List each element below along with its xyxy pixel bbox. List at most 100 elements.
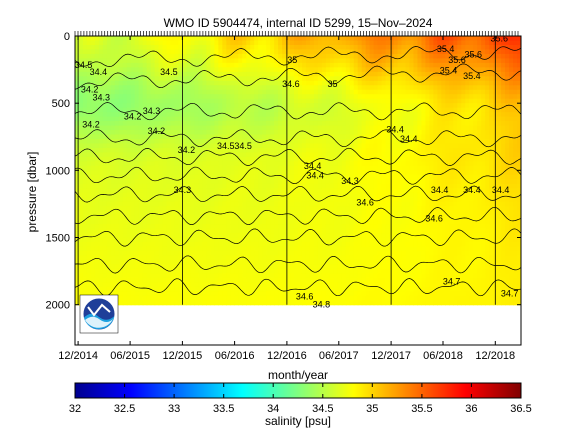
salinity-cell [186,134,192,140]
salinity-cell [345,295,351,301]
salinity-cell [206,62,211,68]
salinity-cell [75,242,80,248]
salinity-cell [174,237,180,243]
salinity-cell [325,152,331,158]
salinity-cell [78,53,84,59]
salinity-cell [110,40,116,46]
salinity-cell [102,49,108,55]
salinity-cell [202,94,208,100]
salinity-cell [198,237,204,243]
salinity-cell [373,228,379,234]
salinity-cell [385,300,391,306]
salinity-cell [166,76,172,82]
salinity-cell [94,125,100,131]
salinity-cell [309,49,315,55]
salinity-cell [75,259,80,265]
salinity-cell [349,264,355,270]
salinity-cell [377,224,383,230]
salinity-cell [369,170,375,176]
salinity-cell [337,264,343,270]
salinity-cell [122,215,128,221]
salinity-cell [329,237,335,243]
salinity-cell [290,143,295,149]
salinity-cell [174,130,180,136]
salinity-cell [222,237,227,243]
salinity-cell [146,156,152,162]
salinity-cell [290,264,295,270]
salinity-cell [238,152,243,158]
salinity-cell [90,116,96,122]
salinity-cell [258,268,263,274]
salinity-cell [214,152,219,158]
salinity-cell [174,250,180,257]
salinity-cell [250,183,255,189]
salinity-cell [393,197,399,203]
salinity-cell [238,215,243,221]
salinity-cell [309,67,315,73]
salinity-cell [377,40,383,46]
salinity-cell [305,300,311,306]
salinity-cell [186,156,192,162]
salinity-cell [317,228,323,234]
salinity-cell [106,58,112,64]
salinity-cell [178,242,184,248]
salinity-cell [345,300,351,306]
salinity-cell [369,250,375,257]
salinity-cell [210,179,215,185]
salinity-cell [114,250,120,257]
salinity-cell [242,147,247,154]
salinity-cell [258,224,263,230]
salinity-cell [250,121,255,127]
salinity-cell [178,40,184,46]
salinity-cell [162,89,168,95]
salinity-cell [341,89,347,95]
salinity-cell [341,143,347,149]
salinity-cell [298,174,303,180]
salinity-cell [333,233,339,239]
salinity-cell [345,134,351,140]
salinity-cell [357,44,363,51]
salinity-cell [122,295,128,301]
salinity-cell [150,188,156,194]
salinity-cell [357,170,363,176]
salinity-cell [174,183,180,189]
salinity-cell [333,210,339,216]
salinity-cell [341,255,347,261]
salinity-cell [178,192,184,198]
salinity-cell [250,300,255,306]
salinity-cell [242,98,247,104]
salinity-cell [321,156,327,162]
salinity-cell [242,282,247,288]
salinity-cell [294,246,299,252]
salinity-cell [106,219,112,225]
salinity-cell [198,80,204,86]
salinity-cell [353,67,359,73]
salinity-cell [122,233,128,239]
salinity-cell [214,179,219,185]
salinity-cell [142,255,148,261]
salinity-cell [134,300,140,306]
salinity-cell [210,250,215,257]
salinity-cell [118,277,124,283]
salinity-cell [301,273,307,279]
salinity-cell [234,286,239,292]
salinity-cell [298,237,303,243]
salinity-cell [230,215,235,221]
salinity-cell [313,40,319,46]
salinity-cell [90,268,96,274]
salinity-cell [158,273,164,279]
salinity-cell [86,161,92,167]
salinity-cell [238,179,243,185]
salinity-cell [401,188,407,194]
salinity-cell [337,58,343,64]
salinity-cell [106,286,112,292]
salinity-cell [258,107,263,113]
salinity-cell [246,152,251,158]
salinity-cell [214,44,219,51]
salinity-cell [98,40,104,46]
salinity-cell [389,44,395,51]
salinity-cell [298,76,303,82]
salinity-cell [75,94,80,100]
salinity-cell [250,156,255,162]
salinity-cell [290,80,295,86]
